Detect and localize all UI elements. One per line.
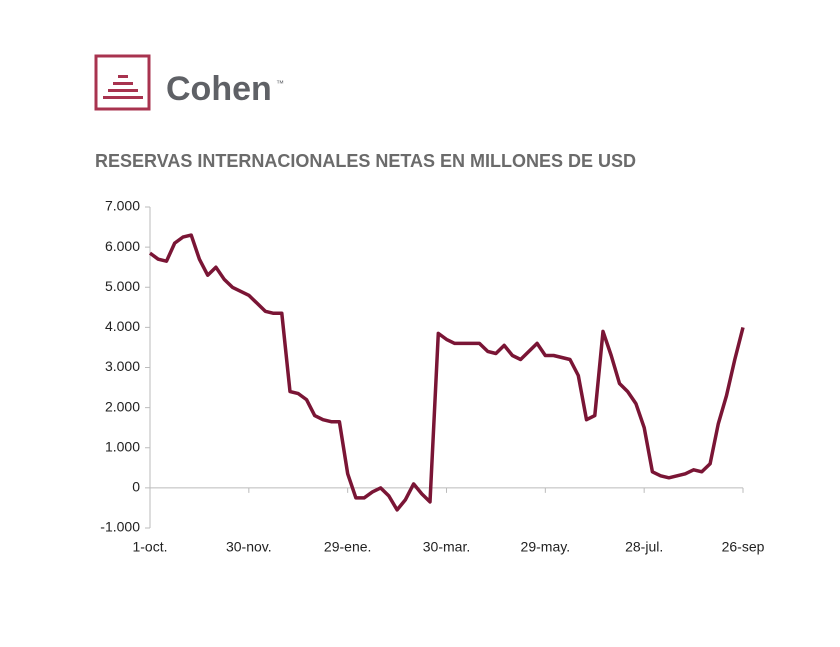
y-tick-label: 5.000	[105, 278, 140, 294]
x-tick-label: 26-sep	[722, 539, 765, 555]
y-tick-label: 4.000	[105, 318, 140, 334]
x-tick-label: 1-oct.	[132, 539, 167, 555]
brand-name: Cohen	[166, 70, 272, 108]
y-tick-label: 7.000	[105, 198, 140, 214]
logo-bar	[103, 96, 143, 99]
y-tick-label: 2.000	[105, 398, 140, 414]
x-tick-label: 28-jul.	[625, 539, 663, 555]
x-tick-label: 29-ene.	[324, 539, 371, 555]
logo-bar	[113, 82, 133, 85]
data-line	[148, 233, 745, 512]
chart-title: RESERVAS INTERNACIONALES NETAS EN MILLON…	[95, 151, 636, 171]
logo-frame	[94, 54, 151, 111]
y-tick-label: 6.000	[105, 238, 140, 254]
logo-bar	[118, 75, 128, 78]
x-tick-label: 29-may.	[521, 539, 571, 555]
y-tick-label: 1.000	[105, 438, 140, 454]
brand-mark: ™	[276, 79, 284, 88]
logo-bar	[108, 89, 138, 92]
y-tick-label: 3.000	[105, 358, 140, 374]
x-tick-label: 30-mar.	[423, 539, 470, 555]
x-tick-label: 30-nov.	[226, 539, 272, 555]
y-tick-label: -1.000	[100, 519, 140, 535]
logo	[94, 54, 151, 111]
y-tick-label: 0	[132, 479, 140, 495]
